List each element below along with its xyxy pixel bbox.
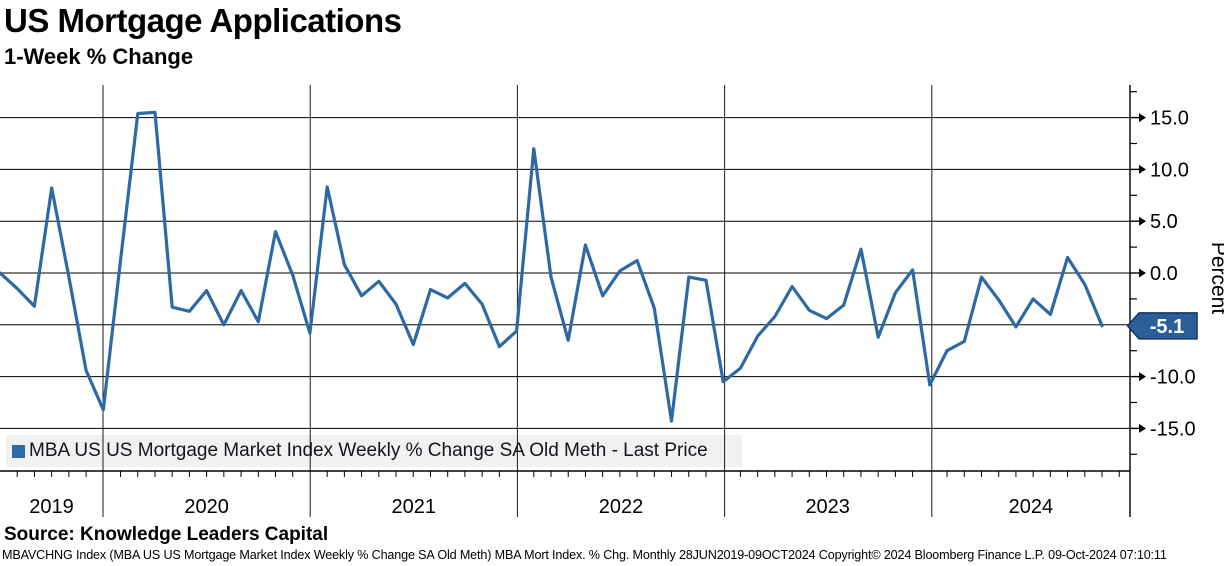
legend-background [6, 435, 742, 467]
y-minor-ticks [1130, 91, 1137, 455]
y-axis-title: Percent [1207, 242, 1224, 315]
legend-label: MBA US US Mortgage Market Index Weekly %… [29, 440, 708, 461]
svg-text:2019: 2019 [29, 496, 74, 518]
chart-subtitle: 1-Week % Change [4, 44, 194, 69]
svg-text:-10.0: -10.0 [1150, 367, 1196, 389]
svg-text:-5.1: -5.1 [1150, 316, 1184, 338]
last-price-badge: -5.1 [1126, 312, 1198, 340]
svg-text:5.0: 5.0 [1150, 211, 1178, 233]
y-major-ticks [1130, 113, 1146, 433]
legend[interactable]: MBA US US Mortgage Market Index Weekly %… [6, 435, 742, 467]
bloomberg-footnote: MBAVCHNG Index (MBA US US Mortgage Marke… [2, 548, 1167, 562]
legend-swatch-icon [12, 444, 25, 458]
series-line [0, 110, 1104, 423]
y-tick-labels: 15.0 10.0 5.0 0.0 -10.0 -15.0 [1150, 108, 1196, 441]
source-line: Source: Knowledge Leaders Capital [4, 524, 329, 545]
svg-text:15.0: 15.0 [1150, 108, 1189, 130]
svg-text:2023: 2023 [805, 496, 850, 518]
x-year-gridlines [102, 85, 933, 517]
x-minor-ticks [16, 471, 1120, 477]
svg-text:2021: 2021 [392, 496, 437, 518]
chart-title: US Mortgage Applications [4, 2, 402, 39]
x-year-labels: 2019 2020 2021 2022 2023 2024 [29, 496, 1053, 518]
svg-text:2024: 2024 [1009, 496, 1054, 518]
axis-lines [0, 85, 1131, 517]
svg-text:-15.0: -15.0 [1150, 418, 1196, 440]
svg-text:10.0: 10.0 [1150, 159, 1189, 181]
svg-text:2022: 2022 [599, 496, 644, 518]
svg-text:0.0: 0.0 [1150, 263, 1178, 285]
svg-text:2020: 2020 [184, 496, 229, 518]
